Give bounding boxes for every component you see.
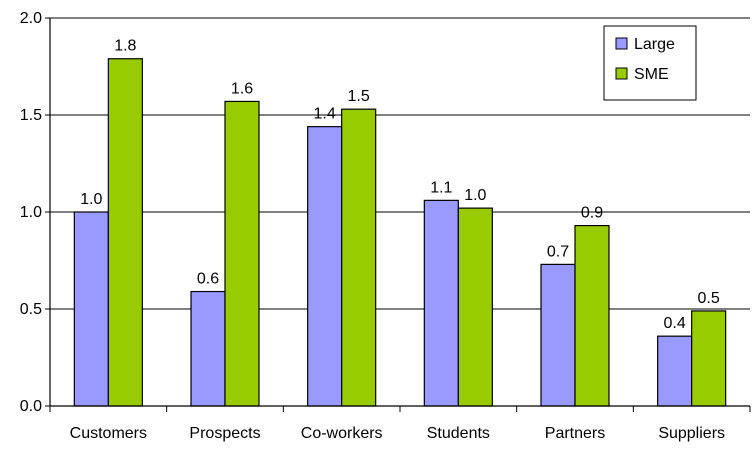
bar-large-students [423,199,459,407]
legend-swatch-large [615,37,628,50]
grid-layer [50,17,750,310]
bar-sme-partners [574,224,610,407]
y-tick-label: 2.0 [20,10,42,27]
legend: Large SME [603,25,697,101]
legend-label-large: Large [634,36,675,53]
legend-swatch-sme [615,67,628,80]
bar-large-co-workers [307,126,343,407]
bar-sme-suppliers [691,310,727,407]
bar-sme-prospects [224,100,260,407]
data-label: 0.6 [197,271,219,288]
y-tick-label: 0.5 [20,301,42,318]
bar-sme-students [457,207,493,407]
bars-layer [73,58,727,407]
labels-layer: 1.0 0.6 1.4 1.1 0.7 0.4 1.8 1.6 1.5 1.0 0.9 0.5 [80,38,720,332]
data-label: 1.6 [231,80,253,97]
data-label: 1.4 [314,106,336,123]
data-label: 1.5 [348,88,370,105]
data-label: 0.4 [664,315,686,332]
data-label: 0.9 [581,205,603,222]
bar-sme-customers [107,58,143,407]
data-label: 1.1 [430,179,452,196]
bar-large-prospects [190,290,226,407]
data-label: 0.5 [698,290,720,307]
bar-large-partners [540,263,576,407]
bar-large-suppliers [657,335,693,407]
x-tick-label: Suppliers [658,425,725,442]
y-tick-label: 1.5 [20,107,42,124]
data-label: 1.8 [114,38,136,55]
axis-layer: 0.0 0.5 1.0 1.5 2.0 Customers Prospects Co-work… [20,10,751,442]
bar-sme-co-workers [341,108,377,407]
x-tick-label: Prospects [189,425,260,442]
x-tick-label: Customers [70,425,147,442]
x-tick-label: Students [427,425,490,442]
data-label: 1.0 [80,191,102,208]
y-tick-label: 0.0 [20,398,42,415]
x-tick-label: Co-workers [301,425,383,442]
y-tick-label: 1.0 [20,204,42,221]
bar-large-customers [73,211,109,407]
x-tick-label: Partners [545,425,605,442]
data-label: 1.0 [464,187,486,204]
data-label: 0.7 [547,243,569,260]
legend-label-sme: SME [634,66,669,83]
